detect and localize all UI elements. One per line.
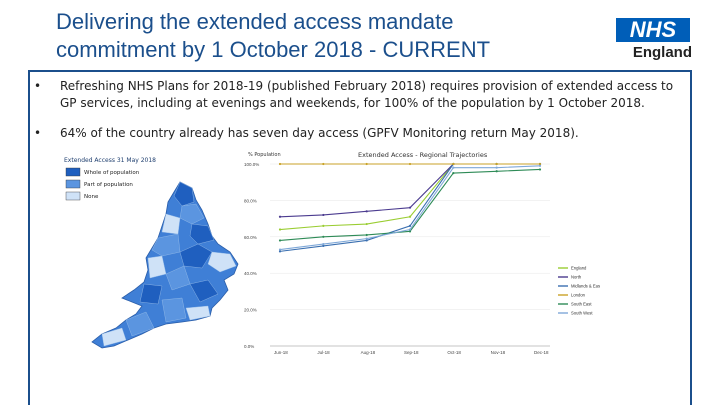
data-point	[408, 215, 412, 218]
data-point	[452, 172, 455, 175]
regional-trajectories-chart: % Population Extended Access - Regional …	[244, 151, 600, 355]
map-legend: Whole of population Part of population N…	[65, 167, 140, 201]
data-point	[538, 168, 542, 171]
right-border	[690, 70, 692, 405]
data-point	[495, 166, 498, 169]
chart-y-axis: 100.0% 80.0% 60.0% 40.0% 20.0% 0.0%	[244, 162, 550, 349]
y-tick-label: 20.0%	[244, 308, 257, 313]
map-regions	[101, 181, 237, 347]
data-point	[452, 166, 455, 169]
data-point	[365, 233, 368, 237]
legend-label: Midlands & East	[571, 284, 600, 289]
bullet-item: • 64% of the country already has seven d…	[34, 125, 674, 142]
legend-swatch-none	[65, 191, 81, 201]
chart-ylabel: % Population	[248, 152, 281, 158]
legend-swatch-whole	[65, 167, 81, 177]
y-tick-label: 60.0%	[244, 235, 257, 240]
data-point	[278, 250, 282, 253]
x-tick-label: Jun-18	[274, 350, 288, 355]
legend-label: South East	[571, 302, 592, 307]
x-tick-label: Nov-18	[491, 350, 506, 355]
series-line	[279, 163, 540, 218]
data-point	[322, 235, 325, 238]
x-tick-label: Dec-18	[534, 350, 549, 355]
data-point	[365, 210, 368, 213]
data-point	[495, 170, 498, 173]
data-point	[408, 162, 412, 166]
top-divider	[28, 70, 692, 72]
map-title: Extended Access 31 May 2018	[64, 157, 156, 164]
data-point	[278, 248, 282, 251]
x-tick-label: Sep-18	[404, 350, 419, 355]
data-point	[495, 162, 498, 166]
bullet-symbol: •	[34, 79, 42, 93]
bullet-list: • Refreshing NHS Plans for 2018-19 (publ…	[34, 78, 674, 155]
bullet-text: Refreshing NHS Plans for 2018-19 (publis…	[60, 79, 674, 110]
data-point	[408, 228, 412, 231]
data-point	[365, 237, 368, 240]
data-point	[322, 224, 325, 227]
left-border	[28, 70, 30, 405]
y-tick-label: 100.0%	[244, 162, 259, 167]
nhs-logo-mark: NHS	[616, 18, 690, 42]
bullet-item: • Refreshing NHS Plans for 2018-19 (publ…	[34, 78, 674, 112]
slide-title: Delivering the extended access mandate c…	[56, 9, 491, 62]
data-point	[322, 213, 325, 217]
y-tick-label: 40.0%	[244, 271, 257, 276]
data-point	[408, 206, 412, 209]
england-map: Extended Access 31 May 2018 Whole of pop…	[64, 157, 239, 349]
legend-label: South West	[571, 311, 593, 316]
data-point	[538, 164, 542, 167]
legend-swatch-part	[65, 179, 81, 189]
y-tick-label: 0.0%	[244, 344, 254, 349]
chart-x-axis: Jun-18 Jul-18 Aug-18 Sep-18 Oct-18 Nov-18 Dec-…	[270, 345, 550, 355]
legend-label: North	[571, 275, 582, 280]
data-point	[278, 162, 282, 166]
chart-plot-area	[278, 162, 542, 253]
y-tick-label: 80.0%	[244, 198, 257, 203]
bullet-text: 64% of the country already has seven day…	[60, 126, 579, 140]
series-line	[279, 163, 540, 231]
x-tick-label: Jul-18	[317, 350, 330, 355]
nhs-england-logo: NHS England	[612, 18, 692, 61]
legend-label-part: Part of population	[84, 182, 133, 188]
data-point	[322, 244, 325, 247]
chart-legend: England North Midlands & East London South E…	[558, 266, 600, 316]
bullet-symbol: •	[34, 126, 42, 140]
x-tick-label: Aug-18	[361, 350, 376, 355]
data-point	[538, 162, 542, 166]
data-point	[278, 215, 282, 218]
data-point	[408, 230, 412, 233]
legend-label: England	[571, 266, 587, 271]
data-point	[408, 224, 412, 227]
data-point	[365, 162, 368, 166]
nhs-logo-england: England	[632, 44, 692, 61]
x-tick-label: Oct-18	[447, 350, 461, 355]
chart-title: Extended Access - Regional Trajectories	[358, 151, 488, 159]
legend-label: London	[571, 293, 586, 298]
data-point	[322, 242, 325, 246]
data-point	[365, 222, 368, 226]
data-point	[322, 162, 325, 166]
data-point	[365, 239, 368, 242]
data-point	[278, 228, 282, 231]
legend-label-whole: Whole of population	[84, 170, 140, 176]
legend-label-none: None	[84, 194, 99, 200]
data-point	[278, 239, 282, 242]
data-point	[452, 162, 455, 166]
